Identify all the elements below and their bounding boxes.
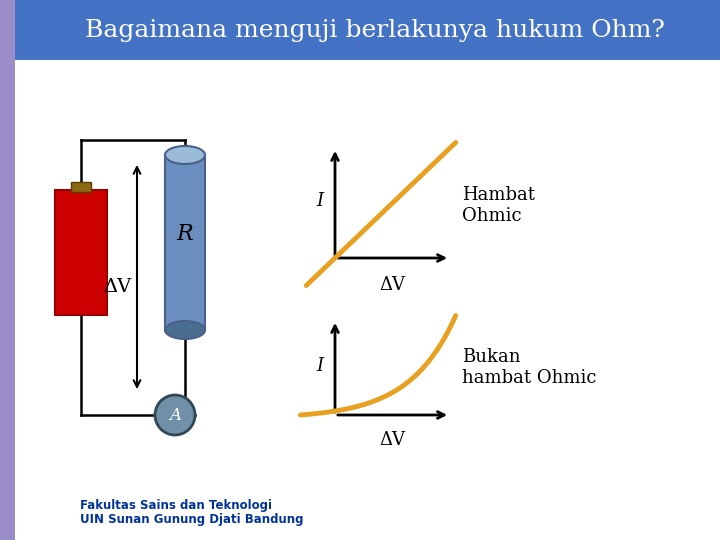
Bar [0, 0, 15, 540]
Bar [55, 190, 107, 315]
Bar [71, 182, 91, 192]
Ellipse shape [165, 321, 205, 339]
Text: Hambat
Ohmic: Hambat Ohmic [462, 186, 535, 225]
Text: ΔV: ΔV [379, 276, 405, 294]
Ellipse shape [165, 146, 205, 164]
Text: ΔV: ΔV [379, 431, 405, 449]
Text: Fakultas Sains dan Teknologi: Fakultas Sains dan Teknologi [80, 498, 272, 511]
Text: I: I [316, 356, 323, 375]
Text: Bukan
hambat Ohmic: Bukan hambat Ohmic [462, 348, 596, 387]
Text: ΔV: ΔV [104, 278, 132, 296]
Text: R: R [176, 222, 194, 245]
Text: UIN Sunan Gunung Djati Bandung: UIN Sunan Gunung Djati Bandung [80, 514, 304, 526]
Bar [165, 155, 205, 330]
Text: A: A [169, 407, 181, 423]
Text: I: I [316, 192, 323, 210]
Bar [15, 0, 720, 60]
Ellipse shape [155, 395, 195, 435]
Text: Bagaimana menguji berlakunya hukum Ohm?: Bagaimana menguji berlakunya hukum Ohm? [85, 18, 665, 42]
